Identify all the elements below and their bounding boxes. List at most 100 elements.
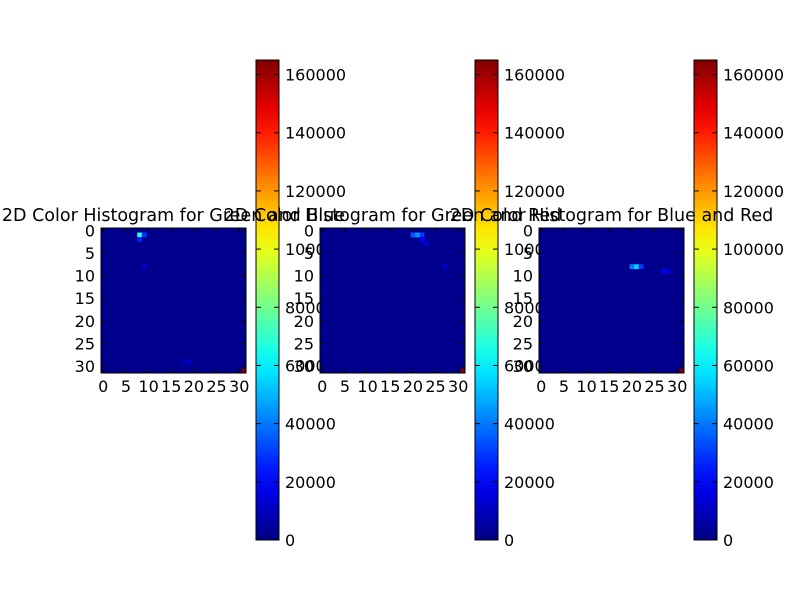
colorbar-tick-label: 20000	[504, 473, 555, 492]
colorbar-tick-label: 140000	[285, 124, 346, 143]
chart-title: 2D Color Histogram for Green and Blue	[2, 206, 345, 226]
heatmap-cell	[182, 359, 188, 365]
y-tick-label: 30	[75, 357, 95, 376]
colorbar	[693, 59, 718, 541]
x-tick-label: 30	[667, 377, 687, 396]
x-tick-label: 25	[206, 377, 226, 396]
chart-title: 2D Color Histogram for Green and Red	[224, 206, 562, 226]
axes-frame	[319, 227, 466, 374]
y-tick-label: 0	[304, 221, 314, 240]
y-tick-label: 25	[513, 335, 533, 354]
heatmap-background	[320, 228, 465, 373]
colorbar-tick-label: 160000	[285, 66, 346, 85]
x-tick-label: 20	[622, 377, 642, 396]
heatmap-cell	[634, 264, 639, 270]
x-tick-label: 20	[184, 377, 204, 396]
colorbar-tick-label: 140000	[504, 124, 565, 143]
heatmap-cell	[629, 264, 635, 270]
x-tick-label: 5	[559, 377, 569, 396]
heatmap-cell	[442, 264, 448, 270]
x-tick-label: 15	[599, 377, 619, 396]
colorbar-tick-label: 160000	[723, 66, 784, 85]
y-tick-label: 10	[294, 267, 314, 286]
heatmap-background	[101, 228, 246, 373]
y-tick-label: 15	[513, 289, 533, 308]
y-tick-label: 20	[513, 312, 533, 331]
x-tick-label: 25	[644, 377, 664, 396]
heatmap-cell	[187, 359, 192, 365]
heatmap-cell	[638, 264, 644, 270]
colorbar-tick-label: 80000	[723, 298, 774, 317]
heatmap-panel-1: 0 5 10 15 20 25 300510152025300200004000060000…	[75, 59, 346, 550]
colorbar-tick-label: 20000	[723, 473, 774, 492]
y-tick-label: 30	[513, 357, 533, 376]
y-tick-label: 5	[523, 244, 533, 263]
x-tick-label: 25	[425, 377, 445, 396]
colorbar-tick-label: 40000	[504, 415, 555, 434]
heatmap-cell	[410, 232, 416, 238]
x-tick-label: 30	[448, 377, 468, 396]
y-tick-label: 20	[75, 312, 95, 331]
x-tick-label: 0	[98, 377, 108, 396]
heatmap-cell	[419, 232, 425, 238]
colorbar-tick-label: 100000	[723, 240, 784, 259]
colorbar-tick-label: 40000	[285, 415, 336, 434]
x-tick-label: 5	[121, 377, 131, 396]
heatmap-panel-3: 0 5 10 15 20 25 300510152025300200004000060000…	[513, 59, 784, 550]
y-tick-label: 5	[85, 244, 95, 263]
colorbar	[255, 59, 280, 541]
colorbar-tick-label: 140000	[723, 124, 784, 143]
colorbar-tick-label: 120000	[285, 182, 346, 201]
x-tick-label: 10	[357, 377, 377, 396]
heatmap-cell	[679, 368, 685, 374]
y-tick-label: 25	[75, 335, 95, 354]
colorbar-tick-label: 120000	[504, 182, 565, 201]
x-tick-label: 30	[229, 377, 249, 396]
x-tick-label: 5	[340, 377, 350, 396]
heatmap-cell	[141, 264, 147, 270]
heatmap-cell	[241, 368, 247, 374]
heatmap-cell	[661, 268, 667, 274]
x-tick-label: 10	[138, 377, 158, 396]
y-tick-label: 15	[294, 289, 314, 308]
colorbar-tick-label: 60000	[723, 356, 774, 375]
heatmap-cell	[141, 232, 147, 238]
heatmap-cell	[424, 241, 430, 247]
chart-title: 2D Color Histogram for Blue and Red	[450, 206, 773, 226]
y-tick-label: 10	[75, 267, 95, 286]
colorbar	[474, 59, 499, 541]
colorbar-tick-label: 20000	[285, 473, 336, 492]
heatmap-cell	[415, 232, 420, 238]
y-tick-label: 0	[85, 221, 95, 240]
heatmap-cell	[665, 268, 671, 274]
y-tick-label: 15	[75, 289, 95, 308]
heatmap-cell	[137, 232, 143, 238]
heatmap-cell	[419, 237, 425, 242]
y-tick-label: 10	[513, 267, 533, 286]
x-tick-label: 15	[161, 377, 181, 396]
heatmap-cell	[460, 368, 466, 374]
colorbar-tick-label: 160000	[504, 66, 565, 85]
x-tick-label: 10	[576, 377, 596, 396]
x-tick-label: 0	[536, 377, 546, 396]
y-tick-label: 5	[304, 244, 314, 263]
colorbar-tick-label: 40000	[723, 415, 774, 434]
heatmap-background	[539, 228, 684, 373]
x-tick-label: 15	[380, 377, 400, 396]
y-tick-label: 20	[294, 312, 314, 331]
x-tick-label: 0	[317, 377, 327, 396]
colorbar-tick-label: 0	[504, 531, 514, 550]
colorbar-tick-label: 0	[285, 531, 295, 550]
heatmap-cell	[137, 237, 143, 242]
axes-frame	[538, 227, 685, 374]
x-tick-label: 20	[403, 377, 423, 396]
y-tick-label: 25	[294, 335, 314, 354]
colorbar-tick-label: 120000	[723, 182, 784, 201]
axes-frame	[100, 227, 247, 374]
y-tick-label: 0	[523, 221, 533, 240]
y-tick-label: 30	[294, 357, 314, 376]
colorbar-tick-label: 0	[723, 531, 733, 550]
heatmap-panel-2: 0 5 10 15 20 25 300510152025300200004000060000…	[294, 59, 565, 550]
